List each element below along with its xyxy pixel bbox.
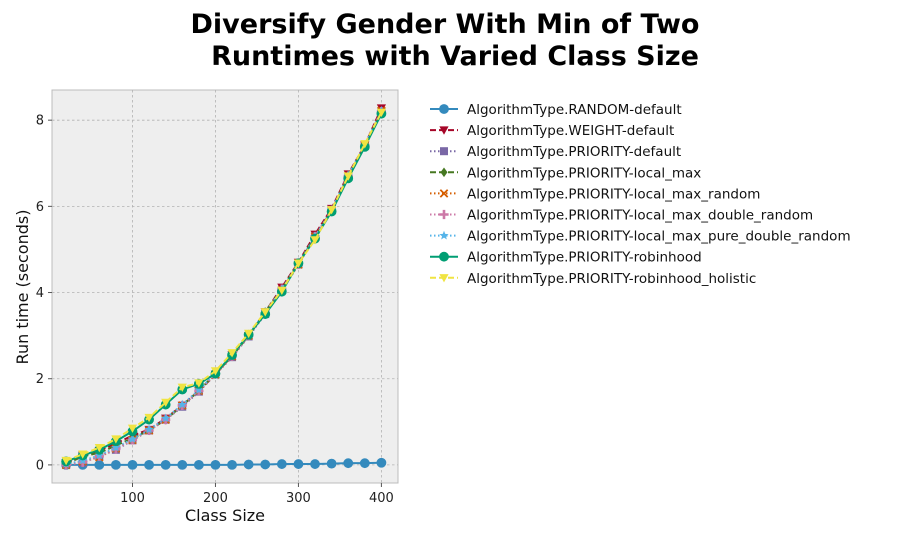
data-point: [111, 435, 121, 444]
legend-marker: [439, 274, 449, 283]
legend-label: AlgorithmType.PRIORITY-robinhood_holisti…: [467, 271, 756, 287]
data-point: [194, 379, 204, 388]
data-point: [161, 413, 171, 423]
data-point: [376, 108, 387, 118]
data-point: [94, 450, 104, 460]
data-point: [227, 460, 237, 470]
chart-title: Diversify Gender With Min of Two Runtime…: [191, 9, 700, 72]
series-8: [61, 108, 387, 466]
data-point: [127, 424, 138, 433]
legend-marker: [439, 251, 449, 262]
legend-label: AlgorithmType.PRIORITY-robinhood: [467, 250, 702, 266]
data-point: [310, 236, 320, 245]
data-point: [127, 460, 138, 470]
legend-marker: [440, 147, 448, 156]
legend-label: AlgorithmType.PRIORITY-local_max_double_…: [467, 208, 813, 224]
legend-marker: [439, 126, 449, 135]
legend-label: AlgorithmType.RANDOM-default: [467, 102, 682, 118]
legend-marker: [439, 209, 449, 220]
legend-item-1: AlgorithmType.WEIGHT-default: [430, 123, 674, 139]
data-point: [376, 457, 387, 468]
chart-title-line-1: Diversify Gender With Min of Two: [191, 9, 700, 40]
plot-area: [51, 89, 399, 484]
data-point: [160, 460, 171, 470]
y-tick-label: 6: [36, 200, 44, 215]
data-point: [210, 367, 221, 376]
data-point: [293, 459, 304, 469]
data-point: [210, 460, 221, 470]
legend-marker: [439, 189, 449, 198]
x-tick-label: 200: [203, 491, 228, 506]
data-point: [343, 172, 353, 181]
data-point: [110, 460, 121, 470]
legend-item-6: AlgorithmType.PRIORITY-local_max_pure_do…: [430, 229, 851, 245]
y-axis-label: Run time (seconds): [13, 210, 32, 365]
legend-label: AlgorithmType.PRIORITY-default: [467, 144, 681, 160]
data-point: [260, 308, 270, 317]
data-point: [194, 385, 204, 394]
data-point: [310, 459, 320, 469]
y-tick-label: 0: [36, 458, 44, 473]
data-point: [260, 459, 271, 470]
legend-marker: [439, 230, 449, 240]
legend-item-4: AlgorithmType.PRIORITY-local_max_random: [430, 186, 760, 202]
data-point: [94, 460, 105, 470]
data-point: [61, 456, 71, 466]
data-point: [177, 460, 188, 470]
series-layer: [61, 104, 387, 470]
legend-item-5: AlgorithmType.PRIORITY-local_max_double_…: [430, 208, 813, 224]
legend-item-0: AlgorithmType.RANDOM-default: [430, 102, 682, 118]
data-point: [327, 206, 337, 215]
data-point: [227, 349, 237, 358]
data-point: [78, 450, 88, 459]
data-point: [244, 329, 254, 339]
legend: AlgorithmType.RANDOM-default AlgorithmTyp…: [430, 102, 851, 287]
legend-marker: [440, 167, 448, 178]
data-point: [326, 458, 337, 469]
legend-marker: [439, 104, 449, 114]
y-tick-label: 4: [36, 286, 44, 301]
legend-item-8: AlgorithmType.PRIORITY-robinhood_holisti…: [430, 271, 756, 287]
data-point: [293, 259, 304, 268]
data-point: [360, 140, 370, 149]
legend-item-3: AlgorithmType.PRIORITY-local_max: [430, 165, 701, 181]
grid-lines: [52, 90, 398, 483]
legend-label: AlgorithmType.WEIGHT-default: [467, 123, 674, 139]
legend-item-7: AlgorithmType.PRIORITY-robinhood: [430, 250, 702, 266]
data-point: [343, 458, 354, 469]
data-point: [177, 383, 187, 392]
data-point: [144, 413, 154, 423]
data-point: [144, 424, 154, 434]
data-point: [144, 460, 154, 470]
data-point: [177, 399, 187, 409]
data-point: [94, 443, 104, 453]
data-point: [127, 434, 138, 443]
legend-item-2: AlgorithmType.PRIORITY-default: [430, 144, 681, 160]
chart-title-line-2: Runtimes with Varied Class Size: [211, 41, 699, 72]
legend-label: AlgorithmType.PRIORITY-local_max_pure_do…: [467, 229, 851, 245]
x-tick-label: 300: [286, 491, 311, 506]
x-tick-label: 400: [369, 491, 394, 506]
data-point: [111, 442, 121, 452]
x-axis-label: Class Size: [185, 506, 265, 525]
data-point: [276, 459, 287, 469]
data-point: [161, 398, 171, 408]
y-tick-label: 2: [36, 372, 44, 387]
x-tick-label: 100: [120, 491, 145, 506]
legend-label: AlgorithmType.PRIORITY-local_max_random: [467, 186, 760, 202]
data-point: [277, 286, 287, 295]
legend-label: AlgorithmType.PRIORITY-local_max: [467, 165, 701, 181]
axis-ticks: 100 200 300 400 0 2 4 6 8: [36, 114, 394, 506]
data-point: [243, 459, 254, 470]
y-tick-label: 8: [36, 114, 44, 129]
data-point: [193, 460, 204, 470]
data-point: [359, 458, 370, 469]
